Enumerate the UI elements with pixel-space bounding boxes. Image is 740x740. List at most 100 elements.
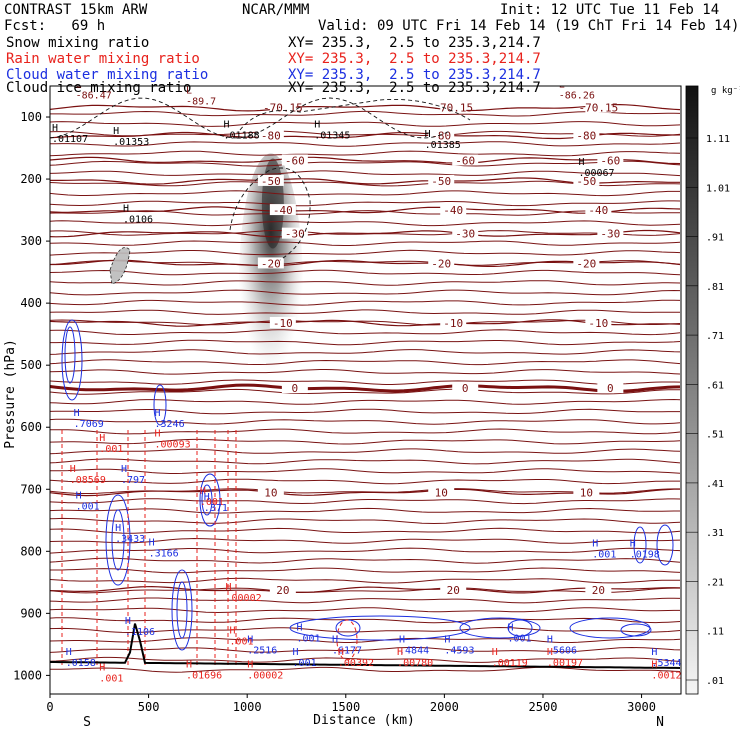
extremum-marker: H — [66, 647, 72, 658]
contour-label: -60 — [455, 154, 475, 167]
contour-label-bg — [269, 204, 296, 216]
contour-label-bg — [281, 227, 308, 239]
contour-label-bg — [573, 129, 600, 141]
contour-label: -20 — [261, 257, 281, 270]
contour-label-bg — [573, 257, 600, 269]
temperature-contour — [50, 369, 681, 375]
cloud-water-contour — [105, 494, 131, 586]
temperature-contour — [50, 537, 681, 544]
temperature-contour — [50, 498, 681, 505]
contour-label-bg — [440, 583, 467, 595]
extremum-marker: L — [186, 86, 192, 97]
field-cloudice-xy: XY= 235.3, 2.5 to 235.3,214.7 — [288, 80, 541, 96]
contour-label-bg — [585, 583, 612, 595]
extremum-value: .3246 — [155, 419, 185, 430]
extremum-marker: H — [296, 622, 302, 633]
extremum-value: .0158 — [66, 658, 96, 669]
contour-label: -40 — [273, 204, 293, 217]
cloud-water-contour — [335, 619, 361, 637]
temperature-contour — [50, 309, 680, 315]
terrain-line — [50, 623, 681, 669]
extremum-value: .001 — [296, 633, 320, 644]
extremum-marker: H — [492, 647, 498, 658]
extremum-marker: H — [444, 635, 450, 646]
extremum-marker: H — [578, 157, 584, 168]
temperature-contour — [50, 200, 681, 207]
extremum-value: .00197 — [547, 658, 583, 669]
temperature-contour — [50, 617, 681, 624]
contour-label: -80 — [261, 130, 281, 143]
contour-label: 0 — [607, 382, 614, 395]
contour-label: -70.15 — [263, 102, 303, 115]
contour-label-bg — [269, 101, 296, 113]
temperature-contour-20 — [50, 585, 681, 594]
contour-label-bg — [281, 382, 308, 394]
x-tick-label: 1000 — [233, 700, 262, 714]
contour-label: 20 — [592, 584, 605, 597]
temperature-contour--70.15 — [50, 103, 681, 112]
colorbar-tick-label: .11 — [706, 627, 724, 638]
cloud-ice-contour — [50, 97, 451, 139]
temperature-contour — [50, 597, 681, 604]
contour-label-bg — [428, 174, 455, 186]
colorbar-tick-label: .81 — [706, 282, 724, 293]
temperature-contour — [50, 141, 681, 147]
field-snow-xy: XY= 235.3, 2.5 to 235.3,214.7 — [288, 35, 541, 51]
extremum-value: .0106 — [123, 214, 153, 225]
contour-label: -50 — [261, 175, 281, 188]
extremum-value: .01188 — [224, 131, 260, 142]
extremum-value: .001 — [200, 497, 224, 508]
cloud-ice-contour — [229, 167, 311, 261]
cloud-water-contour — [656, 524, 674, 566]
colorbar-tick-label: 1.01 — [706, 183, 730, 194]
temperature-contour--10 — [50, 319, 681, 327]
extremum-marker: H — [70, 464, 76, 475]
extremum-marker: H — [314, 120, 320, 131]
temperature-contour — [50, 507, 680, 514]
colorbar-tick-label: 1.11 — [706, 134, 730, 145]
plot-area: -80 -80 -80-70.15 -70.15 -70.15-60 -60 -60-50-… — [50, 86, 681, 685]
extremum-marker: H — [99, 663, 105, 674]
extremum-marker: H — [425, 129, 431, 140]
x-tick-label: 3000 — [627, 700, 656, 714]
colorbar: 1.11 1.01 .91 .81 .71 .61 .51 .41 .31 .21 .11 .01 — [685, 85, 730, 695]
temperature-contour--30 — [50, 229, 681, 238]
extremum-value: .01345 — [314, 131, 350, 142]
y-tick-label: 300 — [20, 234, 42, 248]
temperature-contour — [50, 170, 681, 177]
field-rain-xy: XY= 235.3, 2.5 to 235.3,214.7 — [288, 51, 541, 67]
temperature-contour — [50, 478, 680, 485]
extremum-value: .01353 — [113, 137, 149, 148]
contour-label: -70.15 — [578, 102, 618, 115]
plot-frame — [49, 85, 682, 695]
extremum-marker: H — [332, 635, 338, 646]
field-cloudice-label: Cloud ice mixing ratio — [6, 80, 192, 96]
x-tick-label: 2000 — [430, 700, 459, 714]
extremum-marker: H — [149, 537, 155, 548]
temperature-contour — [50, 448, 681, 455]
contour-label-bg — [585, 101, 612, 113]
contour-label: -30 — [600, 228, 620, 241]
contour-label: 10 — [580, 486, 593, 499]
temperature-contour — [50, 289, 681, 296]
cloud-water-contour — [176, 581, 188, 639]
extremum-value: .001 — [99, 674, 123, 685]
colorbar-tick-label: .61 — [706, 380, 724, 391]
contour-label-bg — [269, 583, 296, 595]
init-time: Init: 12 UTC Tue 11 Feb 14 — [500, 2, 720, 18]
extremum-value: .1106 — [125, 627, 155, 638]
contour-label-bg — [257, 174, 284, 186]
temperature-contour — [50, 527, 681, 534]
x-tick-label: 2500 — [529, 700, 558, 714]
extremum-marker: H — [52, 123, 58, 134]
contour-label: -10 — [588, 317, 608, 330]
contour-label: -30 — [285, 228, 305, 241]
y-tick-label: 400 — [20, 296, 42, 310]
contour-label-bg — [281, 154, 308, 166]
extremum-value: .4593 — [444, 646, 474, 657]
extremum-value: .001 — [76, 502, 100, 513]
contour-label-bg — [440, 101, 467, 113]
temperature-contour — [50, 438, 681, 445]
temperature-contour — [50, 121, 681, 127]
